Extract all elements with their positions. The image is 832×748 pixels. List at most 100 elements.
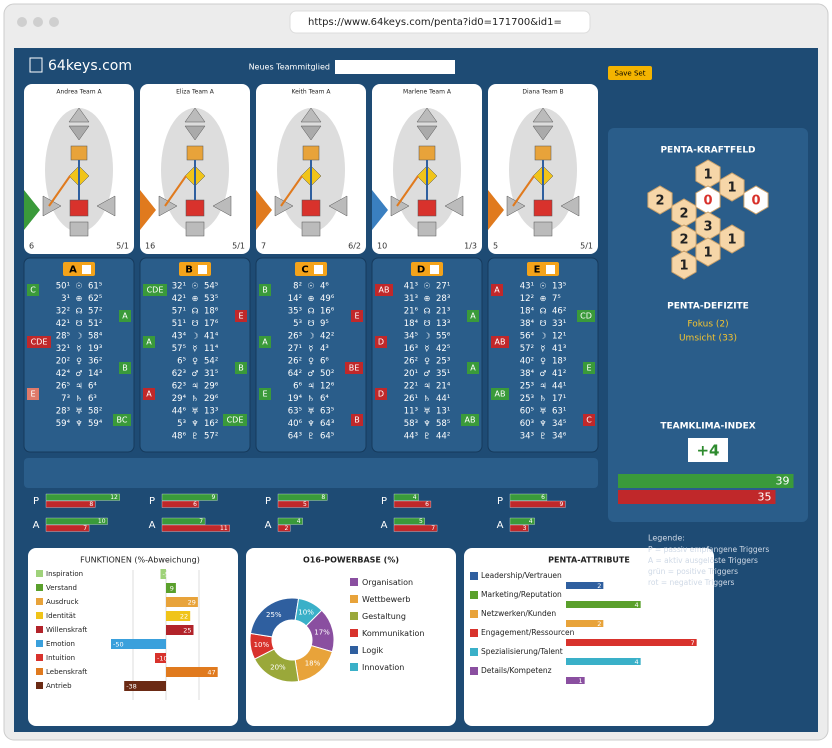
trigger-value: 6 <box>193 501 197 508</box>
bar <box>566 639 697 646</box>
kraftfeld-value: 0 <box>703 194 712 209</box>
trigger-badge-label: E <box>262 390 267 399</box>
planet: ♂ <box>307 369 314 378</box>
gate-personality: 59⁴ <box>88 419 103 429</box>
gate-personality: 4³ <box>320 344 329 354</box>
trigger-badge-label: BE <box>349 364 360 373</box>
gate-panel <box>371 257 483 453</box>
gate-design: 26² <box>404 357 418 367</box>
gate-personality: 18⁶ <box>204 307 219 317</box>
trigger-bar <box>393 493 419 501</box>
center-solar <box>96 195 116 217</box>
center-throat <box>186 145 204 161</box>
category-label: Marketing/Reputation <box>481 590 562 599</box>
trigger-badge <box>259 388 271 400</box>
gate-design: 29⁴ <box>172 394 187 404</box>
trigger-badge-label: A <box>262 338 268 347</box>
teamklima-bar <box>618 490 776 504</box>
trigger-badge-label: D <box>378 338 384 347</box>
gate-personality: 42⁵ <box>436 344 450 354</box>
trigger-badge <box>491 284 503 296</box>
window-button[interactable] <box>17 17 27 27</box>
trigger-value: 2 <box>284 525 288 532</box>
gate-personality: 11⁴ <box>204 344 219 354</box>
trigger-bar <box>45 517 108 525</box>
gate-personality: 42² <box>320 332 334 342</box>
planet: ☉ <box>75 282 82 291</box>
planet: ⊕ <box>192 294 199 303</box>
window-button[interactable] <box>49 17 59 27</box>
checkbox[interactable] <box>546 265 555 274</box>
checkbox[interactable] <box>198 265 207 274</box>
logo: 64keys.com <box>48 58 132 74</box>
checkbox[interactable] <box>314 265 323 274</box>
bar <box>155 653 166 663</box>
planet: ♄ <box>307 394 314 403</box>
trigger-badge <box>467 310 479 322</box>
planet: ♇ <box>191 432 198 441</box>
trigger-badge <box>375 336 387 348</box>
trigger-row-label: P <box>265 496 271 507</box>
planet: ♀ <box>308 357 314 366</box>
planet: ♃ <box>191 382 198 391</box>
trigger-badge-label: AB <box>465 416 476 425</box>
trigger-badge-label: D <box>378 390 384 399</box>
teamklima-value: 39 <box>776 475 790 488</box>
save-button[interactable] <box>608 66 652 80</box>
planet: ♀ <box>540 357 546 366</box>
category-label: Verstand <box>46 584 77 592</box>
center-root <box>185 221 205 237</box>
trigger-value: 4 <box>529 518 533 525</box>
gate-design: 62³ <box>172 382 186 392</box>
gate-design: 42¹ <box>56 319 70 329</box>
gate-design: 60⁵ <box>520 407 534 417</box>
kraftfeld-value: 1 <box>727 233 736 248</box>
slice-label: 18% <box>305 659 321 667</box>
gate-personality: 34⁶ <box>552 432 567 442</box>
trigger-bar <box>161 493 218 501</box>
planet: ♅ <box>191 407 198 416</box>
gate-personality: 55⁶ <box>436 332 451 342</box>
legend-swatch <box>350 578 358 586</box>
new-member-input[interactable] <box>335 60 455 74</box>
gate-design: 14² <box>288 294 302 304</box>
planet: ⊕ <box>424 294 431 303</box>
kraftfeld-value: 3 <box>703 220 712 235</box>
planet: ☊ <box>423 307 430 316</box>
card-corner <box>488 190 504 230</box>
category-label: Netzwerken/Kunden <box>481 609 556 618</box>
bar-value: 2 <box>597 582 601 590</box>
planet: ☉ <box>423 282 430 291</box>
gate-personality: 6⁴ <box>320 394 329 404</box>
trigger-badge <box>491 388 509 400</box>
category-label: Willenskraft <box>46 626 88 634</box>
url-bar[interactable] <box>289 10 591 34</box>
gate-personality: 54² <box>204 357 218 367</box>
window-button[interactable] <box>33 17 43 27</box>
gate-personality: 41² <box>552 369 566 379</box>
planet: ♇ <box>539 432 546 441</box>
gate-personality: 64³ <box>320 419 334 429</box>
legend-swatch <box>470 667 478 675</box>
gate-panel <box>487 257 599 453</box>
trigger-value: 5 <box>303 501 307 508</box>
trigger-badge-label: CDE <box>147 286 164 295</box>
center-root <box>301 221 321 237</box>
center-solar <box>212 195 232 217</box>
checkbox[interactable] <box>430 265 439 274</box>
trigger-badge <box>27 388 39 400</box>
member-number: 6 <box>29 242 34 251</box>
gate-design: 12² <box>520 294 534 304</box>
legend-label: Innovation <box>362 663 404 672</box>
checkbox[interactable] <box>82 265 91 274</box>
trigger-row-label: P <box>497 496 503 507</box>
trigger-badge-label: A <box>146 338 152 347</box>
bar-value: 1 <box>579 677 583 685</box>
planet: ♂ <box>539 369 546 378</box>
trigger-bar <box>277 524 291 532</box>
center-throat <box>418 145 436 161</box>
trigger-badge <box>375 388 387 400</box>
trigger-row-label: P <box>149 496 155 507</box>
